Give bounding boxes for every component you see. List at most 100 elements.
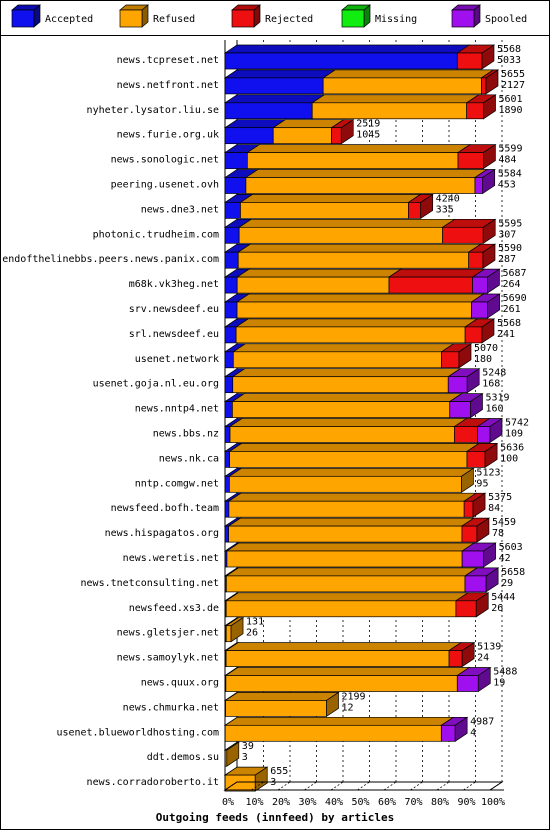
bar-m68k-vk3heg-net-accepted: [224, 276, 238, 294]
accepted-label: 5033: [497, 55, 521, 66]
bar-news-nk-ca-refused: [229, 451, 468, 468]
total-label: 5655: [501, 69, 525, 80]
bar-peering-usenet-ovh-refused-top: [244, 169, 489, 178]
bar-news-tnetconsulting-net-side: [485, 567, 499, 593]
category-label: usenet.goja.nl.eu.org: [93, 379, 219, 390]
accepted-label: 180: [474, 354, 492, 365]
accepted-label: 19: [493, 678, 505, 689]
bar-m68k-vk3heg-net-spooled: [472, 276, 488, 294]
bar-newsfeed-xs3-de-side: [475, 592, 489, 618]
total-label: 2519: [356, 119, 380, 130]
bar-news-weretis-net-side: [483, 542, 496, 568]
bar-news-sonologic-net-side: [483, 143, 496, 170]
accepted-label: 484: [498, 155, 516, 166]
bar-usenet-network-rejected: [441, 351, 460, 369]
category-label: ddt.demos.su: [147, 752, 219, 763]
category-label: news.corradoroberto.it: [87, 777, 219, 788]
bar-photonic-trudheim-com-accepted: [224, 226, 240, 244]
bar-news-netfront-net-accepted-top: [223, 69, 337, 79]
legend-rejected-label: Rejected: [265, 14, 313, 25]
chart-title: Outgoing feeds (innfeed) by articles: [156, 811, 394, 824]
bar-nntp-comgw-net-accepted: [224, 475, 230, 493]
category-label: news.hispagatos.org: [105, 528, 219, 539]
total-label: 131: [246, 617, 264, 628]
category-label: news.quux.org: [141, 678, 219, 689]
category-label: news.furie.org.uk: [117, 130, 219, 141]
x-tick-label: 30%: [298, 797, 316, 808]
bar-news-tcpreset-net-accepted: [224, 52, 458, 70]
bar-news-furie-org-uk-refused: [272, 127, 332, 145]
category-label: endofthelinebbs.peers.news.panix.com: [2, 254, 219, 265]
bar-news-quux-org-refused-top: [224, 667, 471, 676]
accepted-label: 264: [502, 279, 520, 290]
bar-news-weretis-net-refused: [226, 550, 463, 568]
bar-news-bbs-nz-side: [489, 417, 503, 444]
category-label: newsfeed.bofh.team: [111, 503, 219, 514]
x-tick: [277, 781, 291, 791]
bar-news-sonologic-net-refused: [246, 152, 459, 169]
bar-news-tcpreset-net-accepted-top: [223, 44, 471, 54]
category-label: news.netfront.net: [117, 80, 219, 91]
accepted-label: 100: [500, 453, 518, 464]
bar-news-dne3-net-refused: [240, 202, 409, 219]
bar-news-hispagatos-org-refused-top: [227, 517, 476, 527]
bar-endofthelinebbs-peers-news-panix-com-side: [482, 243, 496, 269]
accepted-label: 1890: [498, 105, 522, 116]
category-label: news.samoylyk.net: [117, 653, 219, 664]
bar-endofthelinebbs-peers-news-panix-com-refused-top: [237, 243, 482, 253]
bar-news-furie-org-uk-rejected: [331, 127, 342, 145]
total-label: 5319: [485, 393, 509, 404]
bar-news-hispagatos-org-refused: [228, 525, 463, 543]
category-label: srv.newsdeef.eu: [129, 304, 219, 315]
bar-usenet-goja-nl-eu-org-refused: [232, 376, 449, 394]
category-label: news.tnetconsulting.net: [81, 578, 219, 589]
bar-srv-newsdeef-eu-side: [487, 293, 500, 319]
category-label: news.tcpreset.net: [117, 55, 219, 66]
bar-usenet-goja-nl-eu-org-accepted: [224, 376, 234, 394]
bar-nyheter-lysator-liu-se-refused-top: [311, 94, 480, 104]
bar-news-netfront-net-rejected: [481, 77, 487, 95]
bar-news-quux-org-spooled: [456, 675, 479, 692]
bar-news-sonologic-net-accepted: [224, 152, 248, 169]
x-tick-label: 70%: [404, 797, 422, 808]
bar-news-gletsjer-net-side: [230, 617, 244, 643]
total-label: 39: [242, 741, 254, 752]
bar-news-netfront-net-accepted: [224, 77, 324, 95]
bar-newsfeed-xs3-de-refused: [225, 600, 457, 618]
category-label: usenet.network: [135, 354, 219, 365]
x-tick-label: 90%: [457, 797, 475, 808]
bar-news-hispagatos-org-rejected: [461, 525, 478, 543]
bar-srl-newsdeef-eu-rejected: [464, 326, 483, 344]
total-label: 5590: [498, 243, 522, 254]
category-label: news.nntp4.net: [135, 404, 219, 415]
bar-newsfeed-xs3-de-refused-top: [225, 592, 470, 602]
plot-area: news.tcpreset.net55685033news.netfront.n…: [2, 40, 529, 808]
bar-news-tcpreset-net-rejected: [456, 52, 483, 70]
bar-srv-newsdeef-eu-accepted: [224, 301, 238, 319]
bar-news-quux-org-refused: [225, 675, 458, 692]
x-tick: [463, 781, 476, 791]
bar-nyheter-lysator-liu-se-refused: [311, 102, 467, 120]
bar-peering-usenet-ovh-refused: [245, 177, 476, 194]
bar-nntp-comgw-net-refused: [229, 475, 462, 493]
category-label: m68k.vk3heg.net: [129, 279, 219, 290]
accepted-label: 168: [482, 379, 500, 390]
bar-news-bbs-nz-spooled: [477, 426, 491, 443]
total-label: 2199: [341, 691, 365, 702]
bar-newsfeed-xs3-de-rejected: [455, 600, 477, 618]
legend-refused-label: Refused: [153, 14, 195, 25]
x-tick: [410, 781, 423, 791]
total-label: 5636: [500, 442, 524, 453]
bar-news-bbs-nz-refused: [229, 426, 455, 443]
accepted-label: 24: [477, 653, 489, 664]
bar-nyheter-lysator-liu-se-rejected: [466, 102, 484, 120]
bar-news-corradoroberto-it-refused: [224, 774, 256, 792]
bar-news-samoylyk-net-refused-top: [224, 642, 463, 651]
bar-srl-newsdeef-eu-refused: [235, 326, 466, 344]
bar-endofthelinebbs-peers-news-panix-com-accepted: [224, 251, 239, 269]
x-tick: [383, 781, 397, 791]
bar-usenet-goja-nl-eu-org-refused-top: [231, 368, 462, 378]
bar-m68k-vk3heg-net-refused-top: [236, 268, 403, 278]
x-tick-label: 100%: [481, 797, 505, 808]
accepted-label: 160: [485, 404, 503, 415]
